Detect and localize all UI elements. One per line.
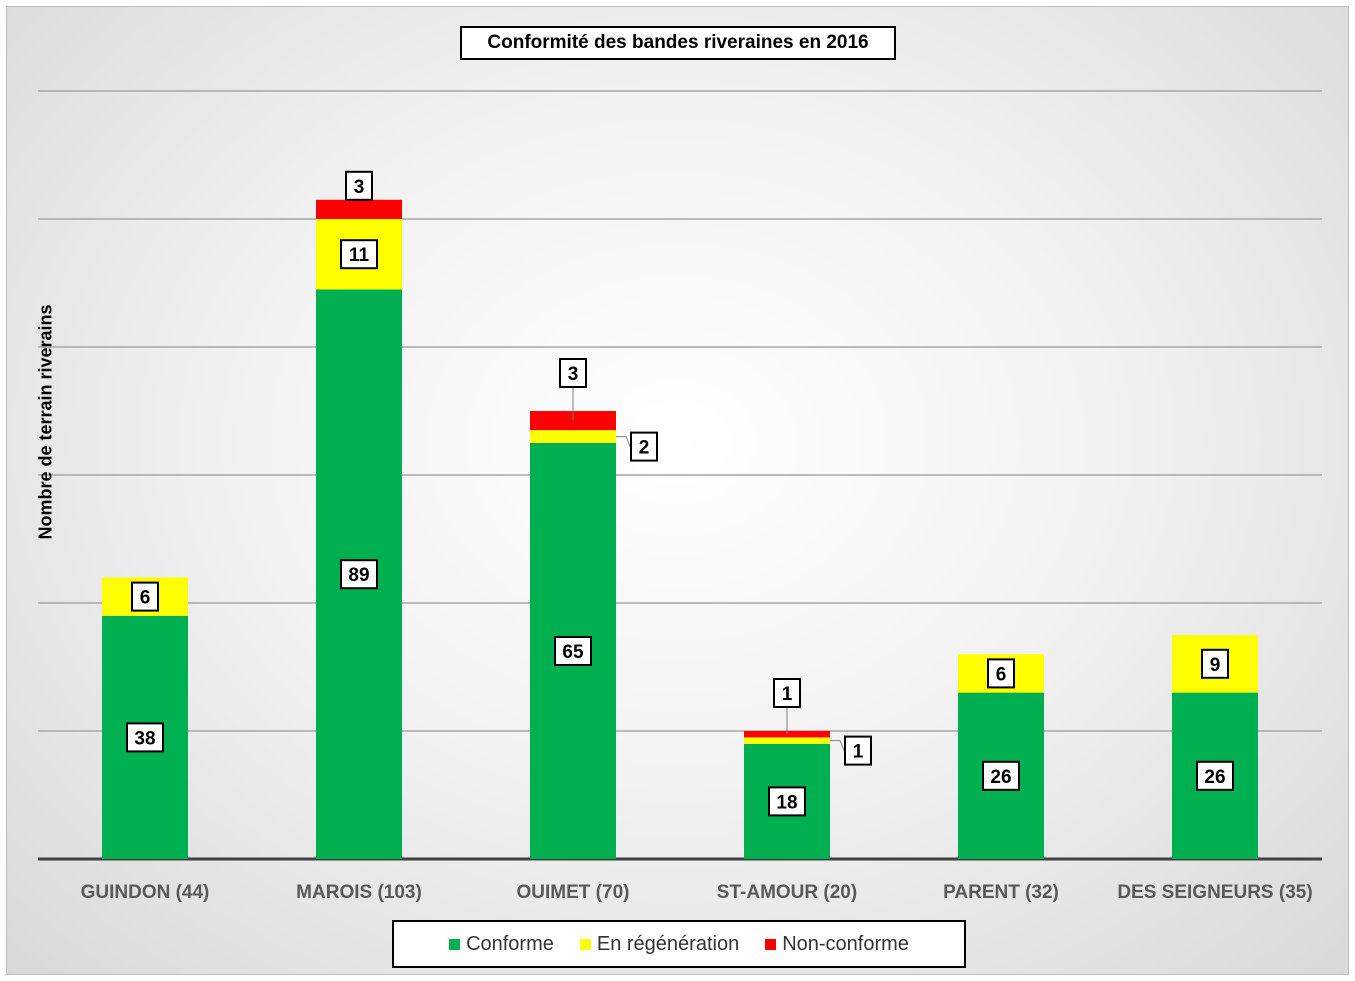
legend-label-non-conforme: Non-conforme: [782, 932, 909, 955]
data-label-box-2-1: [630, 431, 658, 462]
legend-swatch-non-conforme: [765, 938, 777, 950]
data-label-0-1: 6: [140, 588, 151, 609]
legend-item-en-regeneration: En régénération: [579, 932, 740, 956]
x-tick-label: ST-AMOUR (20): [717, 882, 857, 903]
x-tick-label: OUIMET (70): [517, 882, 630, 903]
bar-3-1: [744, 737, 830, 744]
data-label-box-4-1: [987, 658, 1015, 689]
data-label-5-1: 9: [1210, 655, 1221, 676]
chart-area: [6, 6, 1349, 975]
legend-label-conforme: Conforme: [466, 932, 554, 955]
leader-line: [616, 436, 631, 447]
data-label-1-0: 89: [348, 565, 369, 586]
data-label-box-0-1: [131, 581, 159, 612]
legend-item-non-conforme: Non-conforme: [765, 933, 909, 956]
data-label-box-2-0: [554, 636, 592, 666]
data-label-2-1: 2: [639, 438, 650, 459]
data-label-3-0: 18: [776, 792, 797, 813]
data-label-2-0: 65: [562, 642, 584, 663]
data-label-2-2: 3: [568, 364, 579, 385]
data-label-0-0: 38: [134, 728, 155, 749]
data-label-box-5-0: [1196, 760, 1234, 791]
legend-swatch-conforme: [449, 938, 461, 950]
x-tick-label: DES SEIGNEURS (35): [1117, 882, 1312, 903]
data-label-box-1-0: [340, 559, 378, 590]
y-axis-label: Nombre de terrain riverains: [35, 304, 56, 540]
x-tick-label: MAROIS (103): [296, 882, 422, 903]
legend: Conforme En régénération Non-conforme: [392, 920, 966, 968]
data-label-box-3-2: [773, 678, 801, 708]
leader-line: [830, 740, 845, 751]
data-label-box-3-0: [768, 786, 806, 817]
data-label-1-2: 3: [354, 177, 365, 198]
data-label-box-0-0: [126, 722, 164, 753]
data-label-3-2: 1: [782, 684, 793, 705]
data-label-4-0: 26: [990, 767, 1011, 788]
data-label-box-1-2: [345, 170, 373, 201]
x-tick-label: GUINDON (44): [81, 882, 210, 903]
data-label-4-1: 6: [996, 664, 1007, 685]
data-label-box-3-1: [844, 735, 872, 766]
data-label-box-1-1: [340, 239, 378, 270]
chart-title: Conformité des bandes riveraines en 2016: [460, 26, 896, 60]
x-tick-label: PARENT (32): [943, 882, 1059, 903]
data-label-box-2-2: [559, 358, 587, 388]
legend-item-conforme: Conforme: [449, 933, 554, 956]
data-label-box-4-0: [982, 760, 1020, 791]
bar-2-1: [530, 430, 616, 443]
bar-1-2: [316, 199, 402, 219]
legend-label-en-regeneration: En régénération: [596, 932, 740, 955]
data-label-3-1: 1: [853, 742, 864, 763]
data-label-box-5-1: [1201, 648, 1229, 679]
data-label-1-1: 11: [349, 245, 370, 266]
data-label-5-0: 26: [1204, 767, 1225, 788]
legend-swatch-en-regeneration: [579, 938, 591, 950]
